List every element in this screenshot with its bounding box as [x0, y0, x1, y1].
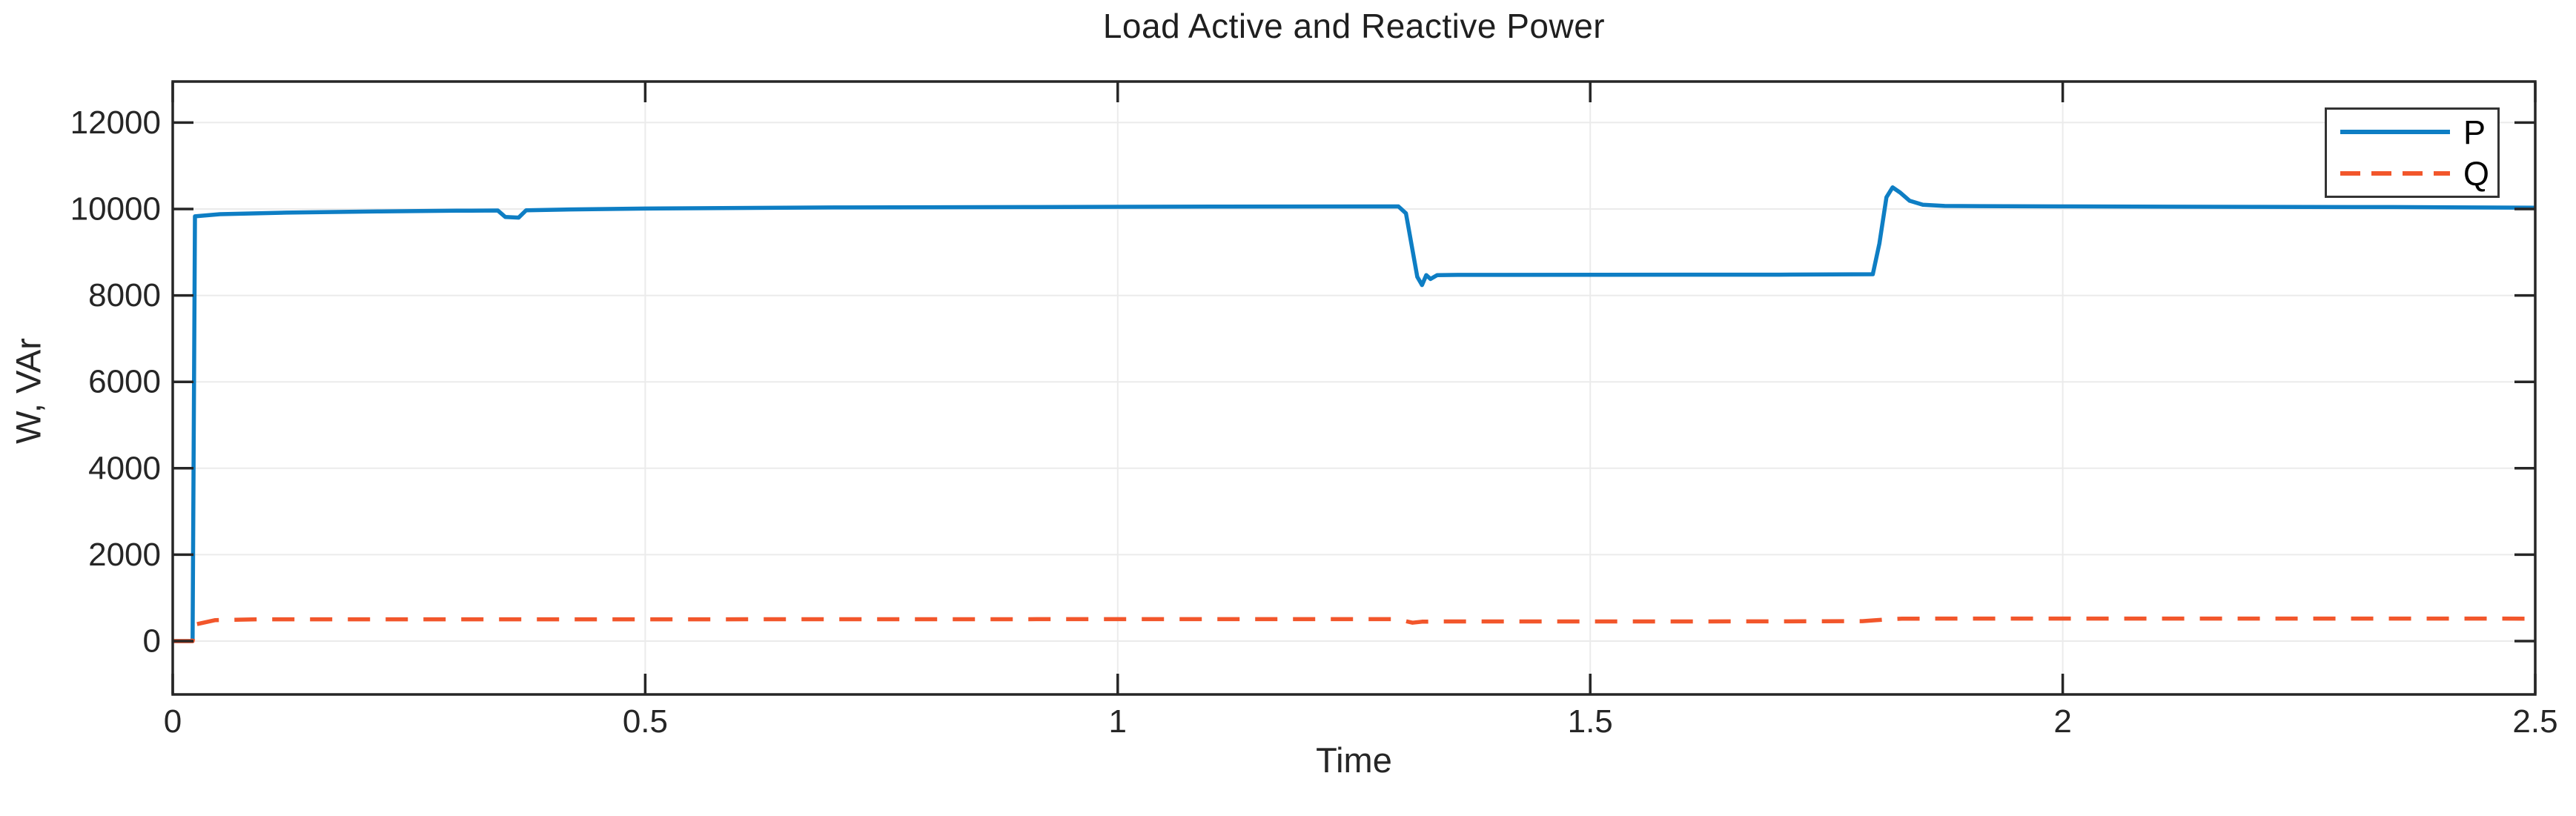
series-line-p [173, 185, 2536, 643]
chart-title: Load Active and Reactive Power [1102, 7, 1606, 45]
legend-label-p: P [2463, 113, 2486, 151]
series-line-q [173, 616, 2536, 643]
legend-line-sample-p [2340, 130, 2450, 134]
legend-label-q: Q [2463, 154, 2490, 193]
legend-line-sample-q [2340, 171, 2450, 176]
x-tick-label: 0 [164, 703, 182, 740]
y-tick-label: 0 [143, 623, 161, 659]
x-tick-label: 2 [2053, 703, 2071, 740]
x-axis-label: Time [1316, 740, 1392, 780]
y-tick-label: 12000 [70, 105, 161, 141]
axes-box [171, 80, 2537, 696]
y-tick-label: 8000 [88, 277, 161, 314]
y-tick-label: 10000 [70, 190, 161, 227]
y-tick-label: 2000 [88, 537, 161, 573]
x-tick-label: 0.5 [623, 703, 668, 740]
y-tick-label: 4000 [88, 450, 161, 486]
tick-labels: 0 0.5 1 1.5 2 2.5 0 2000 4000 6000 8000 10000 12000 [70, 105, 2558, 740]
legend-item-p: P [2339, 115, 2490, 149]
x-tick-label: 2.5 [2512, 703, 2557, 740]
grid-lines [173, 82, 2535, 694]
y-tick-label: 6000 [88, 364, 161, 400]
x-tick-label: 1 [1109, 703, 1127, 740]
x-tick-label: 1.5 [1568, 703, 1613, 740]
legend[interactable]: P Q [2325, 107, 2500, 198]
legend-item-q: Q [2339, 156, 2490, 190]
